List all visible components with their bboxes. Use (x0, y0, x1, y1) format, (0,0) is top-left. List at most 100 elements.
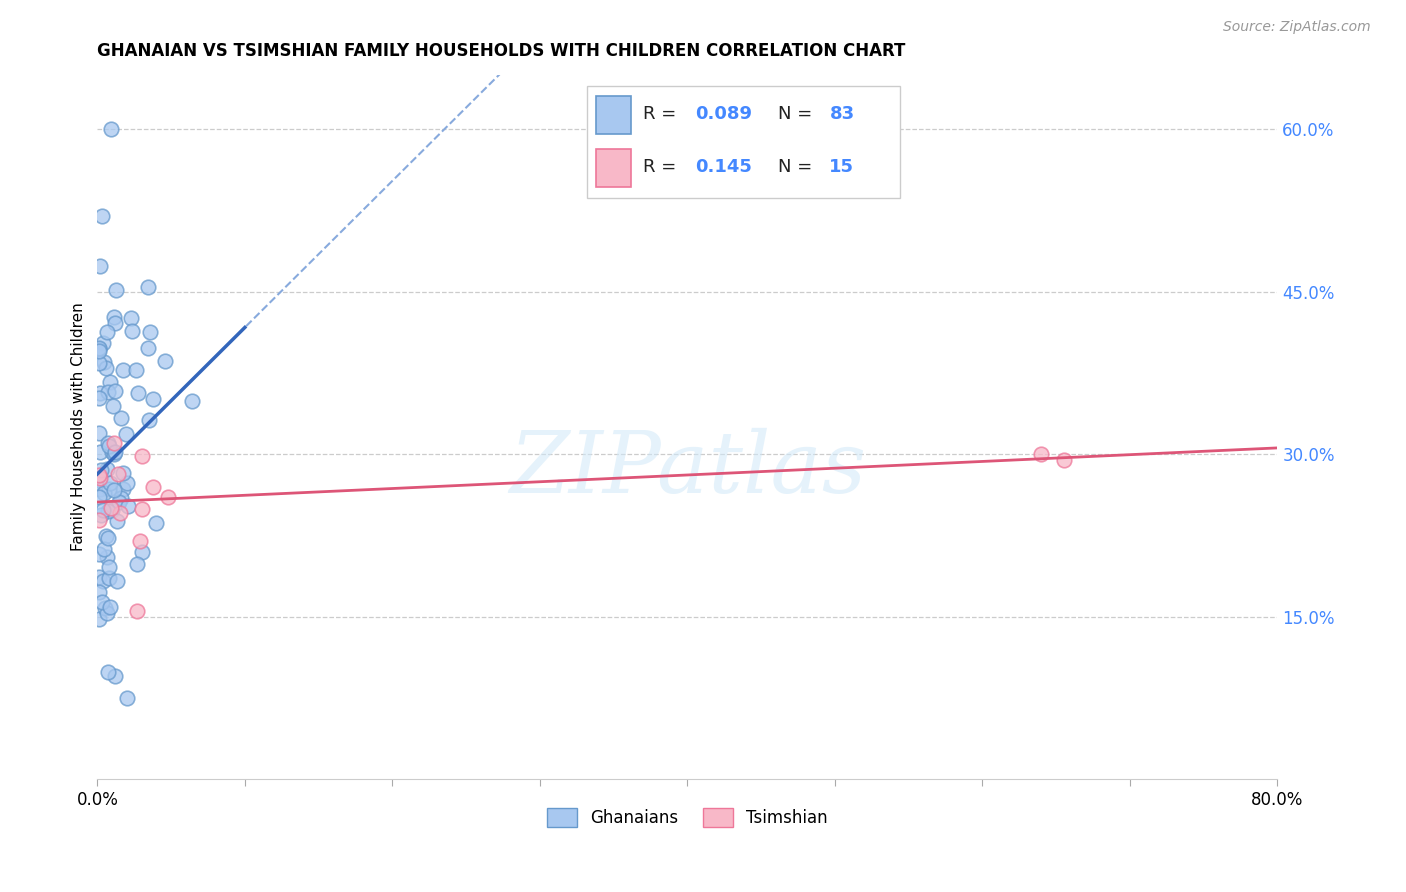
Point (112, 362, 135, 376)
Point (117, 476, 139, 491)
Point (87, 584, 110, 599)
Point (104, 669, 127, 683)
Point (93, 542, 115, 557)
Point (98, 560, 121, 574)
Point (93, 335, 115, 350)
Point (87, 342, 110, 356)
Point (103, 483, 125, 498)
Point (111, 482, 134, 496)
Point (104, 316, 127, 330)
Point (127, 557, 149, 571)
Point (121, 324, 143, 338)
Point (103, 436, 125, 450)
Point (131, 502, 153, 516)
Point (127, 385, 149, 400)
Point (96, 462, 118, 476)
Point (97, 665, 120, 680)
Point (142, 392, 165, 407)
Point (87, 356, 110, 370)
Point (142, 480, 165, 494)
Point (103, 399, 125, 413)
Point (108, 494, 131, 508)
Point (89, 471, 111, 485)
Point (96, 325, 118, 339)
Point (87, 342, 110, 356)
Point (129, 533, 152, 548)
Point (87, 612, 110, 626)
Point (89, 491, 111, 505)
Point (90, 595, 112, 609)
Point (153, 354, 176, 368)
Y-axis label: Family Households with Children: Family Households with Children (72, 302, 86, 551)
Point (97, 439, 120, 453)
Point (98, 571, 121, 585)
Point (125, 363, 148, 377)
Point (87, 513, 110, 527)
Point (87, 344, 110, 359)
Point (138, 413, 160, 427)
Point (87, 391, 110, 405)
Point (100, 600, 122, 615)
Point (157, 491, 180, 505)
Text: Source: ZipAtlas.com: Source: ZipAtlas.com (1223, 20, 1371, 34)
Point (97, 531, 120, 545)
Point (89, 385, 111, 400)
Point (131, 449, 153, 463)
Point (87, 468, 110, 483)
Point (96, 607, 118, 621)
Point (91, 574, 114, 589)
Point (87, 570, 110, 584)
Point (97, 482, 120, 496)
Point (115, 690, 138, 705)
Point (110, 410, 132, 425)
Point (97, 385, 120, 400)
Point (105, 574, 128, 588)
Point (101, 445, 124, 459)
Point (138, 280, 160, 294)
Point (100, 376, 122, 390)
Point (93, 486, 115, 500)
Point (96, 529, 118, 543)
Point (90, 209, 112, 223)
Point (1031, 447, 1053, 461)
Point (93, 601, 115, 615)
Point (97, 504, 120, 518)
Point (90, 463, 112, 477)
Point (115, 427, 138, 442)
Point (180, 394, 202, 409)
Point (110, 506, 132, 520)
Point (89, 445, 111, 459)
Text: GHANAIAN VS TSIMSHIAN FAMILY HOUSEHOLDS WITH CHILDREN CORRELATION CHART: GHANAIAN VS TSIMSHIAN FAMILY HOUSEHOLDS … (97, 42, 905, 60)
Point (1052, 452, 1074, 467)
Point (87, 547, 110, 561)
Point (110, 491, 132, 506)
Point (112, 466, 135, 480)
Point (120, 310, 142, 325)
Point (105, 514, 128, 528)
Point (136, 341, 159, 355)
Point (103, 310, 125, 324)
Point (89, 482, 111, 496)
Text: ZIPatlas: ZIPatlas (509, 428, 866, 510)
Point (89, 259, 111, 273)
Point (139, 325, 162, 339)
Point (90, 508, 112, 522)
Point (104, 384, 127, 398)
Point (87, 473, 110, 487)
Point (96, 550, 118, 565)
Point (100, 503, 122, 517)
Point (104, 444, 127, 458)
Point (100, 122, 122, 136)
Point (94, 360, 117, 375)
Point (103, 447, 125, 461)
Point (117, 499, 139, 513)
Point (97, 435, 120, 450)
Point (93, 354, 115, 368)
Point (107, 467, 129, 481)
Point (104, 283, 127, 297)
Point (98, 475, 121, 490)
Point (145, 516, 167, 530)
Point (127, 604, 149, 618)
Point (91, 503, 114, 517)
Point (131, 544, 153, 558)
